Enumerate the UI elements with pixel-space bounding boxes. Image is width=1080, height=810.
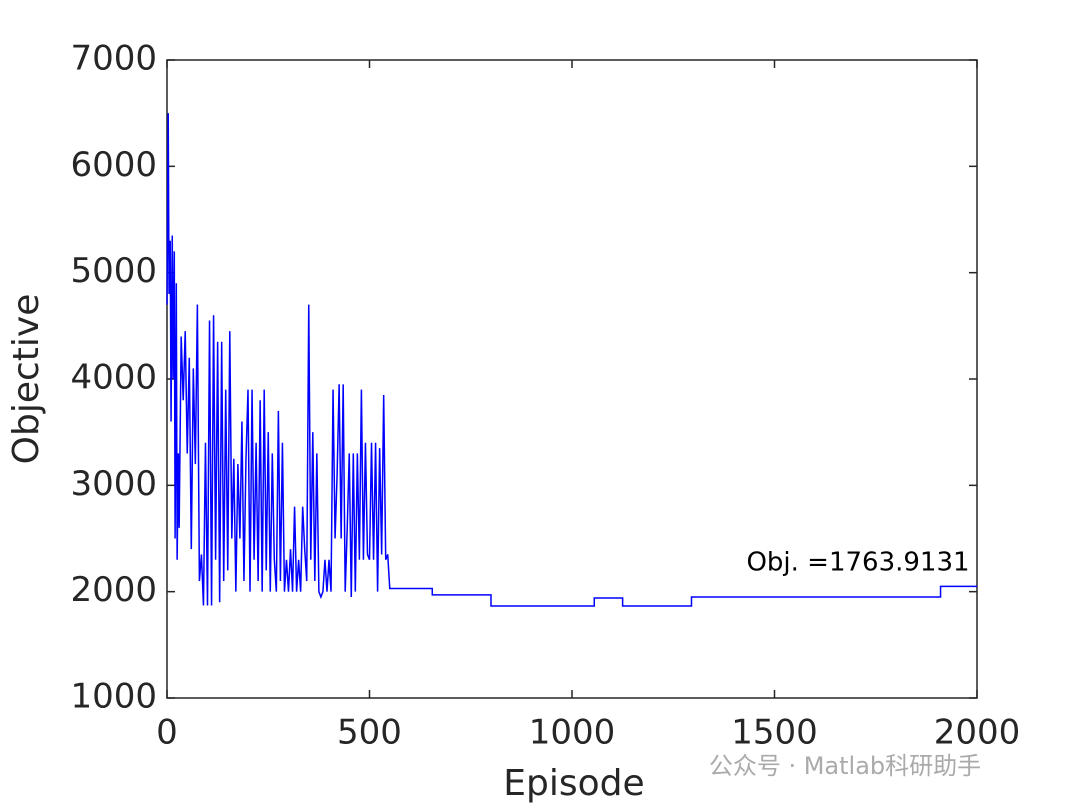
x-tick-label: 1000 xyxy=(529,713,616,753)
y-tick-label: 1000 xyxy=(70,677,157,717)
x-tick-label: 500 xyxy=(337,713,402,753)
x-tick-label: 1500 xyxy=(731,713,818,753)
x-tick-label: 2000 xyxy=(934,713,1021,753)
y-tick-label: 4000 xyxy=(70,358,157,398)
y-tick-label: 5000 xyxy=(70,251,157,291)
y-tick-label: 6000 xyxy=(70,145,157,185)
y-tick-label: 7000 xyxy=(70,39,157,79)
y-tick-label: 2000 xyxy=(70,570,157,610)
plot-frame xyxy=(166,59,978,699)
y-tick-label: 3000 xyxy=(70,464,157,504)
y-axis-label: Objective xyxy=(6,294,47,465)
annotation: Obj. =1763.9131 xyxy=(746,548,969,578)
data-line xyxy=(166,113,977,607)
watermark: 公众号 · Matlab科研助手 xyxy=(709,752,981,780)
x-axis-label: Episode xyxy=(503,763,644,804)
x-tick-label: 0 xyxy=(156,713,178,753)
